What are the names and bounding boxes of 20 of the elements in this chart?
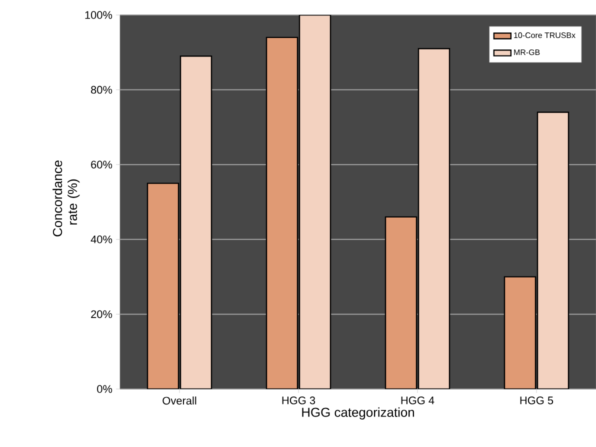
x-axis-title: HGG categorization	[302, 407, 414, 420]
y-tick-label: 0%	[97, 385, 112, 393]
x-tick-label: HGG 4	[401, 396, 434, 404]
bar	[504, 276, 536, 389]
bar	[384, 216, 418, 389]
bar	[536, 112, 570, 389]
bar	[146, 182, 180, 389]
y-tick-label: 100%	[85, 11, 112, 19]
bar	[418, 48, 450, 389]
x-tick-label: HGG 5	[520, 396, 554, 404]
x-tick-label: Overall	[162, 396, 196, 405]
bar	[266, 36, 298, 389]
y-tick-label: 20%	[91, 310, 112, 318]
y-tick-label: 80%	[91, 86, 112, 94]
bar	[180, 56, 212, 389]
x-tick-label: HGG 3	[282, 396, 316, 404]
y-axis-title: Concordance rate (%)	[52, 160, 80, 236]
bar	[298, 14, 332, 389]
y-tick-label: 60%	[91, 160, 112, 168]
y-tick-label: 40%	[90, 236, 112, 244]
